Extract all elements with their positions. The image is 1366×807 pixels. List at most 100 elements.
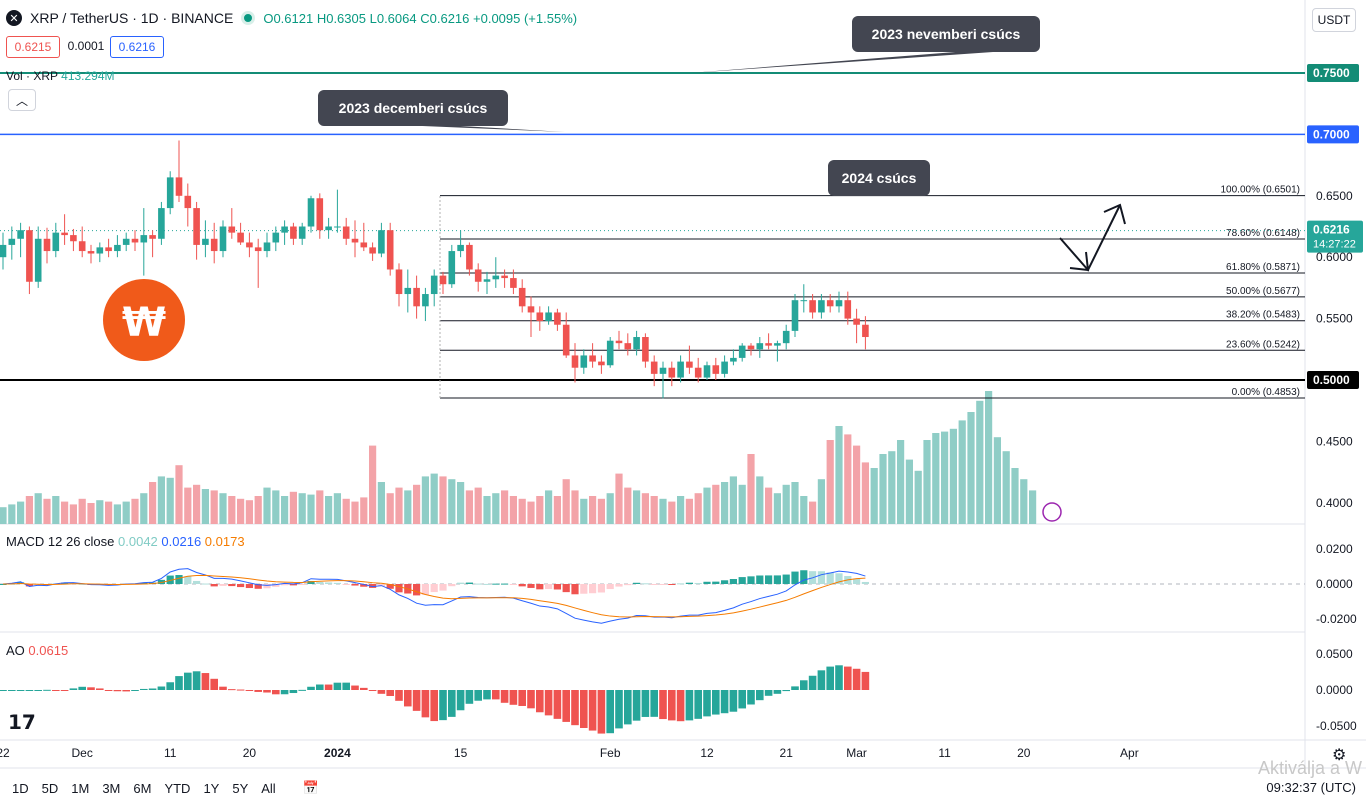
- callout-nov-2023: 2023 nevemberi csúcs: [690, 16, 1040, 73]
- candle-body: [466, 244, 473, 270]
- date-range-icon[interactable]: 📅: [302, 780, 319, 795]
- time-axis-label: 15: [454, 746, 468, 760]
- candle-body: [17, 230, 24, 239]
- candle-body: [298, 226, 306, 239]
- volume-bar: [237, 498, 245, 524]
- ao-bar: [650, 690, 658, 717]
- current-price-badge: [1307, 220, 1363, 253]
- ao-bar: [263, 690, 271, 693]
- candle-body: [105, 247, 112, 252]
- volume-bar: [791, 482, 799, 524]
- candle-body: [386, 230, 394, 270]
- ao-bar: [861, 671, 870, 690]
- candle-body: [219, 226, 227, 252]
- volume-bar: [457, 482, 465, 524]
- macd-hist-bar: [430, 584, 438, 593]
- volume-bar: [228, 496, 236, 524]
- tf-all[interactable]: All: [261, 780, 276, 796]
- volume-bar: [729, 476, 737, 524]
- fib-level-label: 0.00% (0.4853): [1232, 387, 1300, 398]
- ao-legend: AO 0.0615: [6, 643, 68, 658]
- utc-clock[interactable]: 09:32:37 (UTC): [1266, 780, 1356, 795]
- candle-body: [580, 355, 588, 368]
- callout-pointer: [884, 195, 1000, 196]
- ao-bar: [800, 680, 808, 690]
- tf-3m[interactable]: 3M: [102, 780, 121, 796]
- ao-bar: [324, 684, 333, 690]
- candle-body: [483, 279, 491, 282]
- candle-body: [228, 226, 236, 233]
- tf-5d[interactable]: 5D: [41, 780, 59, 796]
- candle-body: [765, 343, 772, 346]
- candle-body: [439, 275, 447, 285]
- volume-bar: [298, 493, 306, 524]
- tf-5y[interactable]: 5Y: [232, 780, 249, 796]
- callout-text: 2023 decemberi csúcs: [339, 100, 488, 116]
- volume-bar: [861, 462, 869, 524]
- currency-selector[interactable]: USDT: [1312, 8, 1356, 32]
- ao-bar: [96, 688, 104, 690]
- volume-bar: [1002, 451, 1010, 524]
- ao-bar: [588, 690, 597, 731]
- candle-body: [826, 300, 834, 307]
- market-status-icon: [241, 11, 256, 25]
- macd-hist-bar: [483, 583, 491, 585]
- ao-bar: [597, 690, 606, 734]
- ao-bar: [368, 690, 377, 691]
- ao-bar: [694, 690, 702, 719]
- volume-legend: Vol · XRP 413.294M: [6, 69, 115, 83]
- volume-bar: [43, 498, 51, 524]
- candle-body: [422, 294, 429, 307]
- ask-price-box[interactable]: 0.6216: [110, 36, 164, 58]
- collapse-legend-button[interactable]: ︿: [8, 89, 36, 111]
- settings-gear-icon[interactable]: ⚙: [1332, 747, 1347, 764]
- tradingview-logo-icon[interactable]: 𝟭𝟳: [8, 712, 36, 734]
- volume-bar: [69, 504, 77, 524]
- ao-bar: [395, 690, 403, 701]
- volume-bar: [0, 507, 7, 524]
- volume-bar: [1011, 468, 1019, 524]
- volume-bar: [245, 500, 253, 524]
- candle-body: [606, 340, 614, 366]
- volume-bar: [369, 445, 377, 524]
- volume-bar: [333, 493, 341, 524]
- symbol-title[interactable]: XRP / TetherUS · 1D · BINANCE: [30, 10, 234, 26]
- candle-body: [694, 367, 702, 378]
- volume-bar: [360, 497, 368, 524]
- time-axis-label: 20: [243, 746, 257, 760]
- volume-bar: [756, 476, 764, 524]
- candle-body: [246, 242, 253, 248]
- candle-body: [756, 343, 764, 350]
- tf-1m[interactable]: 1M: [71, 780, 90, 796]
- candle-body: [659, 367, 667, 374]
- candle-body: [360, 242, 368, 248]
- tf-ytd[interactable]: YTD: [164, 780, 191, 796]
- bid-price-box[interactable]: 0.6215: [6, 36, 60, 58]
- macd-hist-bar: [254, 584, 262, 589]
- ao-bar: [439, 690, 447, 721]
- macd-hist-bar: [413, 584, 421, 596]
- macd-hist-bar: [817, 571, 825, 584]
- time-axis-label: 20: [1017, 746, 1031, 760]
- ao-bar: [25, 690, 34, 691]
- ao-bar: [826, 666, 834, 690]
- ao-bar: [518, 690, 526, 706]
- candle-body: [633, 337, 640, 350]
- ao-bar: [78, 686, 86, 690]
- tf-1y[interactable]: 1Y: [203, 780, 220, 796]
- ao-bar: [421, 690, 430, 718]
- ao-bar: [377, 690, 386, 694]
- ao-bar: [8, 690, 16, 691]
- volume-bar: [809, 501, 817, 524]
- macd-hist-bar: [219, 584, 227, 586]
- volume-bar: [219, 493, 227, 524]
- ao-bar: [738, 690, 746, 709]
- candle-body: [624, 343, 632, 350]
- tf-6m[interactable]: 6M: [133, 780, 152, 796]
- time-axis-label: 11: [164, 746, 177, 760]
- tf-1d[interactable]: 1D: [12, 780, 29, 796]
- candle-body: [166, 177, 174, 209]
- candle-body: [307, 198, 315, 227]
- ao-bar: [342, 682, 350, 690]
